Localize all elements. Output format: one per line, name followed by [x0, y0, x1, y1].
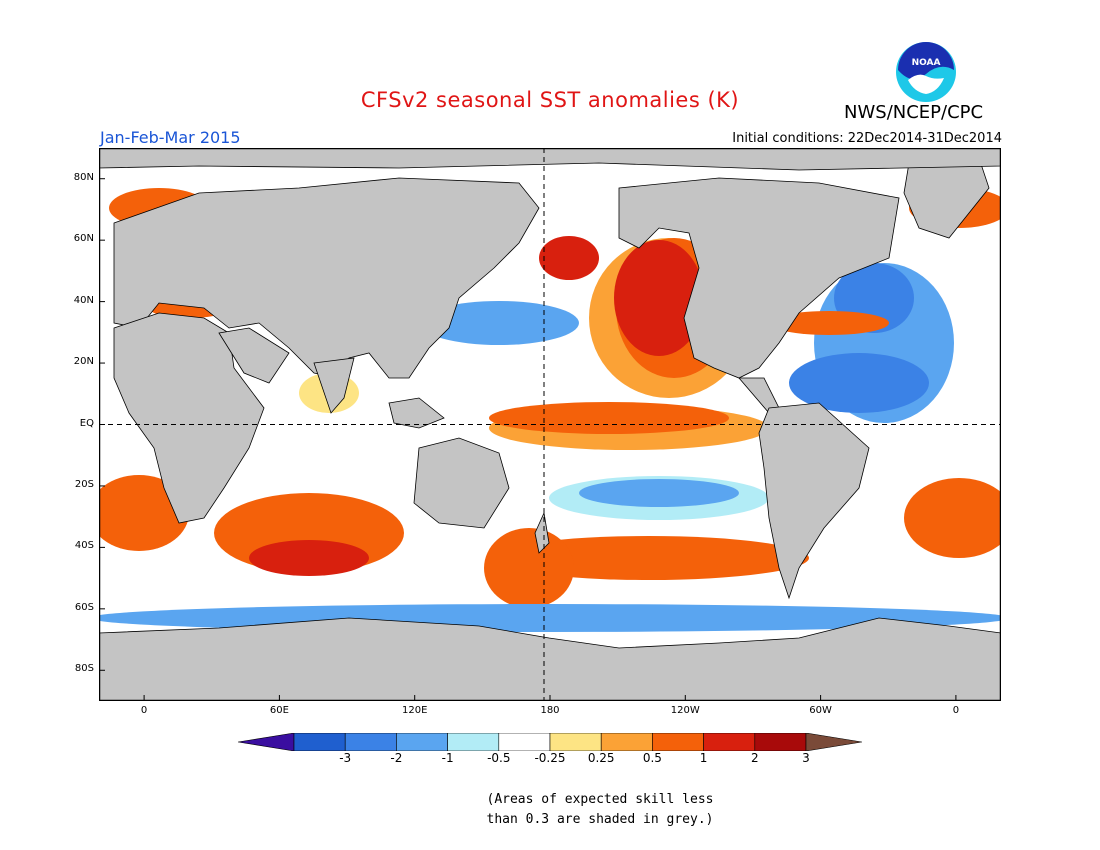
lon-label-3: 180: [540, 705, 560, 716]
colorbar-label: 0.25: [587, 751, 615, 765]
colorbar-label: -1: [441, 751, 454, 765]
land-arctic-top: [99, 148, 1001, 171]
colorbar-label: 2: [750, 751, 759, 765]
cool-anomaly-north-pacific: [419, 301, 579, 345]
landmasses: [99, 148, 1001, 701]
colorbar-min-extension: [238, 733, 295, 751]
land-europe-asia: [113, 177, 540, 379]
warm-anomaly-sw-pacific: [484, 528, 574, 608]
sst-anomaly-map: [99, 148, 1001, 701]
land-south-america: [758, 402, 870, 600]
colorbar-label: -0.25: [534, 751, 566, 765]
lon-label-6: 0: [952, 705, 960, 716]
noaa-logo: NOAA: [896, 42, 956, 102]
land-arabia: [218, 327, 290, 384]
colorbar-box: [600, 733, 653, 751]
org-label: NWS/NCEP/CPC: [844, 102, 984, 123]
colorbar-max-extension: [805, 733, 862, 751]
colorbar-label: -2: [390, 751, 403, 765]
colorbar-label: -0.5: [487, 751, 511, 765]
lat-label-40s: 40S: [74, 540, 94, 552]
colorbar-box: [652, 733, 704, 751]
lon-label-1: 60E: [269, 705, 289, 716]
lon-label-5: 60W: [809, 705, 832, 716]
lon-label-2: 120E: [401, 705, 428, 716]
cool-anomaly-tropical-atlantic: [789, 353, 929, 413]
warm-anomaly-gulf-stream: [769, 311, 889, 335]
land-new-zealand: [534, 511, 550, 554]
warm-anomaly-south-indian: [249, 540, 369, 576]
colorbar-box: [396, 733, 448, 751]
lat-label-40n: 40N: [73, 294, 94, 306]
colorbar-label: 1: [699, 751, 708, 765]
lon-ticks: [143, 695, 957, 701]
colorbar-box: [703, 733, 756, 751]
lat-label-20s: 20S: [74, 478, 94, 490]
land-australia: [413, 437, 510, 529]
colorbar-label: 0.5: [642, 751, 662, 765]
lon-label-4: 120W: [670, 705, 700, 716]
chart-title: CFSv2 seasonal SST anomalies (K): [360, 88, 740, 112]
skill-note-line1: (Areas of expected skill less: [486, 792, 714, 807]
colorbar-box: [754, 733, 807, 751]
lat-label-eq: EQ: [79, 417, 94, 429]
lon-label-0: 0: [140, 705, 148, 716]
land-antarctica: [99, 617, 1001, 701]
colorbar-label: 3: [802, 751, 810, 765]
colorbar-box: [447, 733, 500, 751]
lat-label-20n: 20N: [73, 356, 94, 368]
skill-note-line2: than 0.3 are shaded in grey.): [486, 812, 714, 827]
lat-ticks: [99, 178, 105, 671]
colorbar: [238, 733, 862, 751]
cool-anomaly-south-pacific: [579, 479, 739, 507]
colorbar-box: [293, 733, 346, 751]
colorbar-box: [549, 733, 602, 751]
warm-anomaly-ne-pacific-core: [614, 240, 704, 356]
warm-anomaly-gulf-alaska: [539, 236, 599, 280]
warm-anomaly-south-atlantic-east: [904, 478, 1001, 558]
lat-label-80n: 80N: [73, 171, 94, 183]
colorbar-box: [344, 733, 397, 751]
lat-label-60s: 60S: [74, 601, 94, 613]
forecast-period: Jan-Feb-Mar 2015: [100, 128, 241, 147]
skill-note: (Areas of expected skill less than 0.3 a…: [470, 790, 730, 830]
warm-anomaly-equatorial-pacific: [489, 402, 729, 434]
colorbar-box: [498, 733, 551, 751]
lat-label-80s: 80S: [74, 663, 94, 675]
land-indonesia: [388, 397, 445, 429]
lat-label-60n: 60N: [73, 233, 94, 245]
colorbar-label: -3: [339, 751, 352, 765]
land-india: [313, 357, 355, 414]
noaa-logo-text: NOAA: [912, 58, 941, 68]
initial-conditions: Initial conditions: 22Dec2014-31Dec2014: [732, 131, 1002, 146]
